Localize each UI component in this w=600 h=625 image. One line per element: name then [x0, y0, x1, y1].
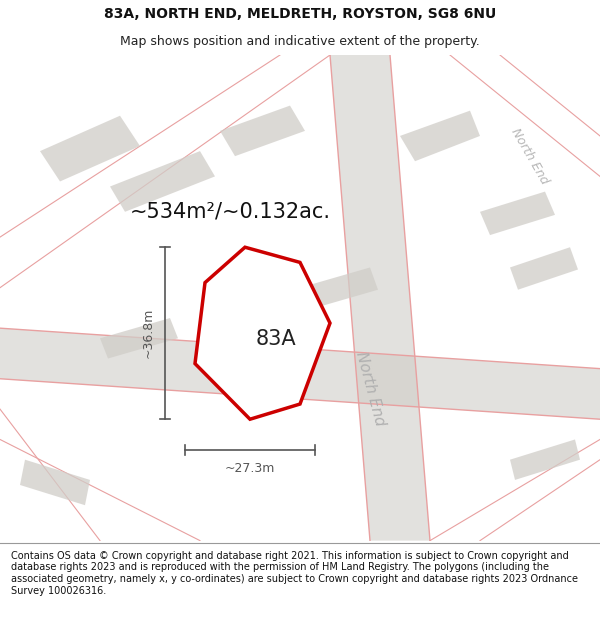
Polygon shape	[510, 248, 578, 290]
Text: Map shows position and indicative extent of the property.: Map shows position and indicative extent…	[120, 35, 480, 48]
Text: North End: North End	[353, 350, 387, 428]
Polygon shape	[400, 111, 480, 161]
Text: Contains OS data © Crown copyright and database right 2021. This information is : Contains OS data © Crown copyright and d…	[11, 551, 578, 596]
Text: 83A, NORTH END, MELDRETH, ROYSTON, SG8 6NU: 83A, NORTH END, MELDRETH, ROYSTON, SG8 6…	[104, 7, 496, 21]
Polygon shape	[330, 55, 430, 541]
Polygon shape	[40, 116, 140, 181]
Polygon shape	[510, 439, 580, 480]
Text: ~27.3m: ~27.3m	[225, 462, 275, 475]
Polygon shape	[220, 106, 305, 156]
Text: North End: North End	[509, 126, 551, 186]
Polygon shape	[110, 151, 215, 212]
Text: ~534m²/~0.132ac.: ~534m²/~0.132ac.	[130, 202, 331, 222]
Polygon shape	[195, 248, 330, 419]
Polygon shape	[20, 460, 90, 505]
Text: 83A: 83A	[256, 329, 296, 349]
Polygon shape	[100, 318, 178, 359]
Polygon shape	[300, 268, 378, 310]
Polygon shape	[0, 328, 600, 419]
Polygon shape	[480, 192, 555, 235]
Text: ~36.8m: ~36.8m	[142, 308, 155, 358]
